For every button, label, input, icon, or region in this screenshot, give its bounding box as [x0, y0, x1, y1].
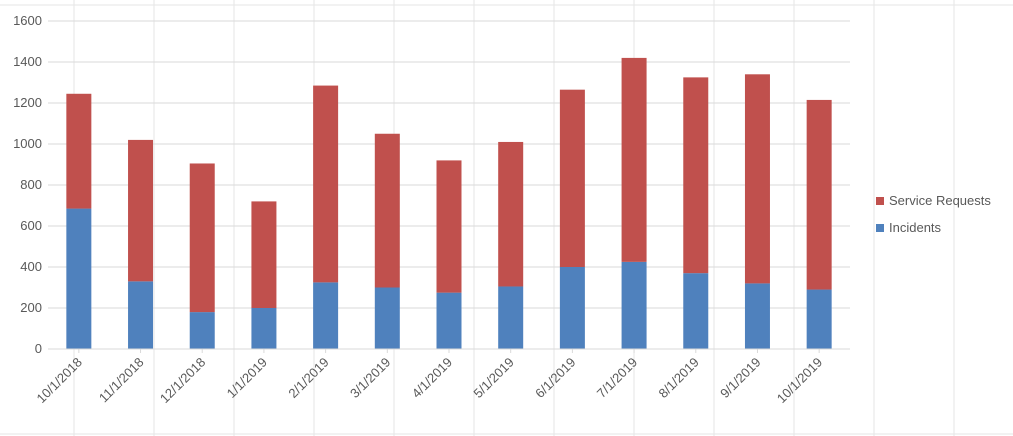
x-tick-label: 10/1/2018 — [33, 355, 85, 407]
bar-incidents — [66, 208, 92, 349]
bar-incidents — [436, 292, 462, 349]
bar-service-requests — [806, 99, 832, 290]
bar-service-requests — [436, 160, 462, 293]
x-tick-label: 1/1/2019 — [224, 355, 270, 401]
y-axis-ticks: 0 200 400 600 800 1000 1200 1400 1600 — [13, 13, 42, 356]
bar-service-requests — [374, 133, 400, 288]
legend-label: Incidents — [889, 220, 942, 235]
bar-incidents — [621, 261, 647, 349]
bar-incidents — [374, 287, 400, 349]
y-tick-label: 0 — [35, 341, 42, 356]
bar-service-requests — [621, 57, 647, 262]
legend-swatch — [876, 197, 884, 205]
x-tick-label: 9/1/2019 — [717, 355, 763, 401]
bar-incidents — [744, 283, 770, 349]
x-tick-label: 12/1/2018 — [157, 355, 209, 407]
x-tick-label: 5/1/2019 — [470, 355, 516, 401]
legend-swatch — [876, 224, 884, 232]
bar-service-requests — [189, 163, 215, 313]
bar-incidents — [128, 281, 154, 349]
bar-service-requests — [128, 139, 154, 282]
y-tick-label: 1400 — [13, 54, 42, 69]
bar-incidents — [189, 312, 215, 349]
bar-service-requests — [559, 89, 585, 267]
x-tick-label: 11/1/2018 — [96, 355, 147, 406]
y-tick-label: 1600 — [13, 13, 42, 28]
x-tick-label: 7/1/2019 — [594, 355, 640, 401]
y-tick-label: 800 — [20, 177, 42, 192]
bar-incidents — [498, 286, 524, 349]
y-tick-label: 1200 — [13, 95, 42, 110]
bars — [66, 57, 832, 349]
x-axis-ticks: 10/1/2018 11/1/2018 12/1/2018 1/1/2019 2/1/2… — [33, 349, 825, 406]
x-tick-label: 3/1/2019 — [347, 355, 393, 401]
x-tick-label: 8/1/2019 — [655, 355, 701, 401]
y-tick-label: 1000 — [13, 136, 42, 151]
x-tick-label: 4/1/2019 — [409, 355, 455, 401]
bar-service-requests — [683, 77, 709, 274]
x-tick-label: 10/1/2019 — [774, 355, 826, 407]
y-tick-label: 200 — [20, 300, 42, 315]
x-tick-label: 2/1/2019 — [285, 355, 331, 401]
y-tick-label: 600 — [20, 218, 42, 233]
legend-label: Service Requests — [889, 193, 991, 208]
legend: Service Requests Incidents — [876, 193, 991, 235]
bar-incidents — [559, 267, 585, 349]
bar-incidents — [251, 308, 277, 349]
y-tick-label: 400 — [20, 259, 42, 274]
bar-incidents — [313, 282, 339, 349]
bar-service-requests — [498, 141, 524, 287]
bar-service-requests — [251, 201, 277, 308]
x-tick-label: 6/1/2019 — [532, 355, 578, 401]
bar-service-requests — [313, 85, 339, 283]
bar-service-requests — [66, 93, 92, 209]
bar-incidents — [806, 289, 832, 349]
bar-service-requests — [744, 74, 770, 284]
bar-incidents — [683, 273, 709, 349]
